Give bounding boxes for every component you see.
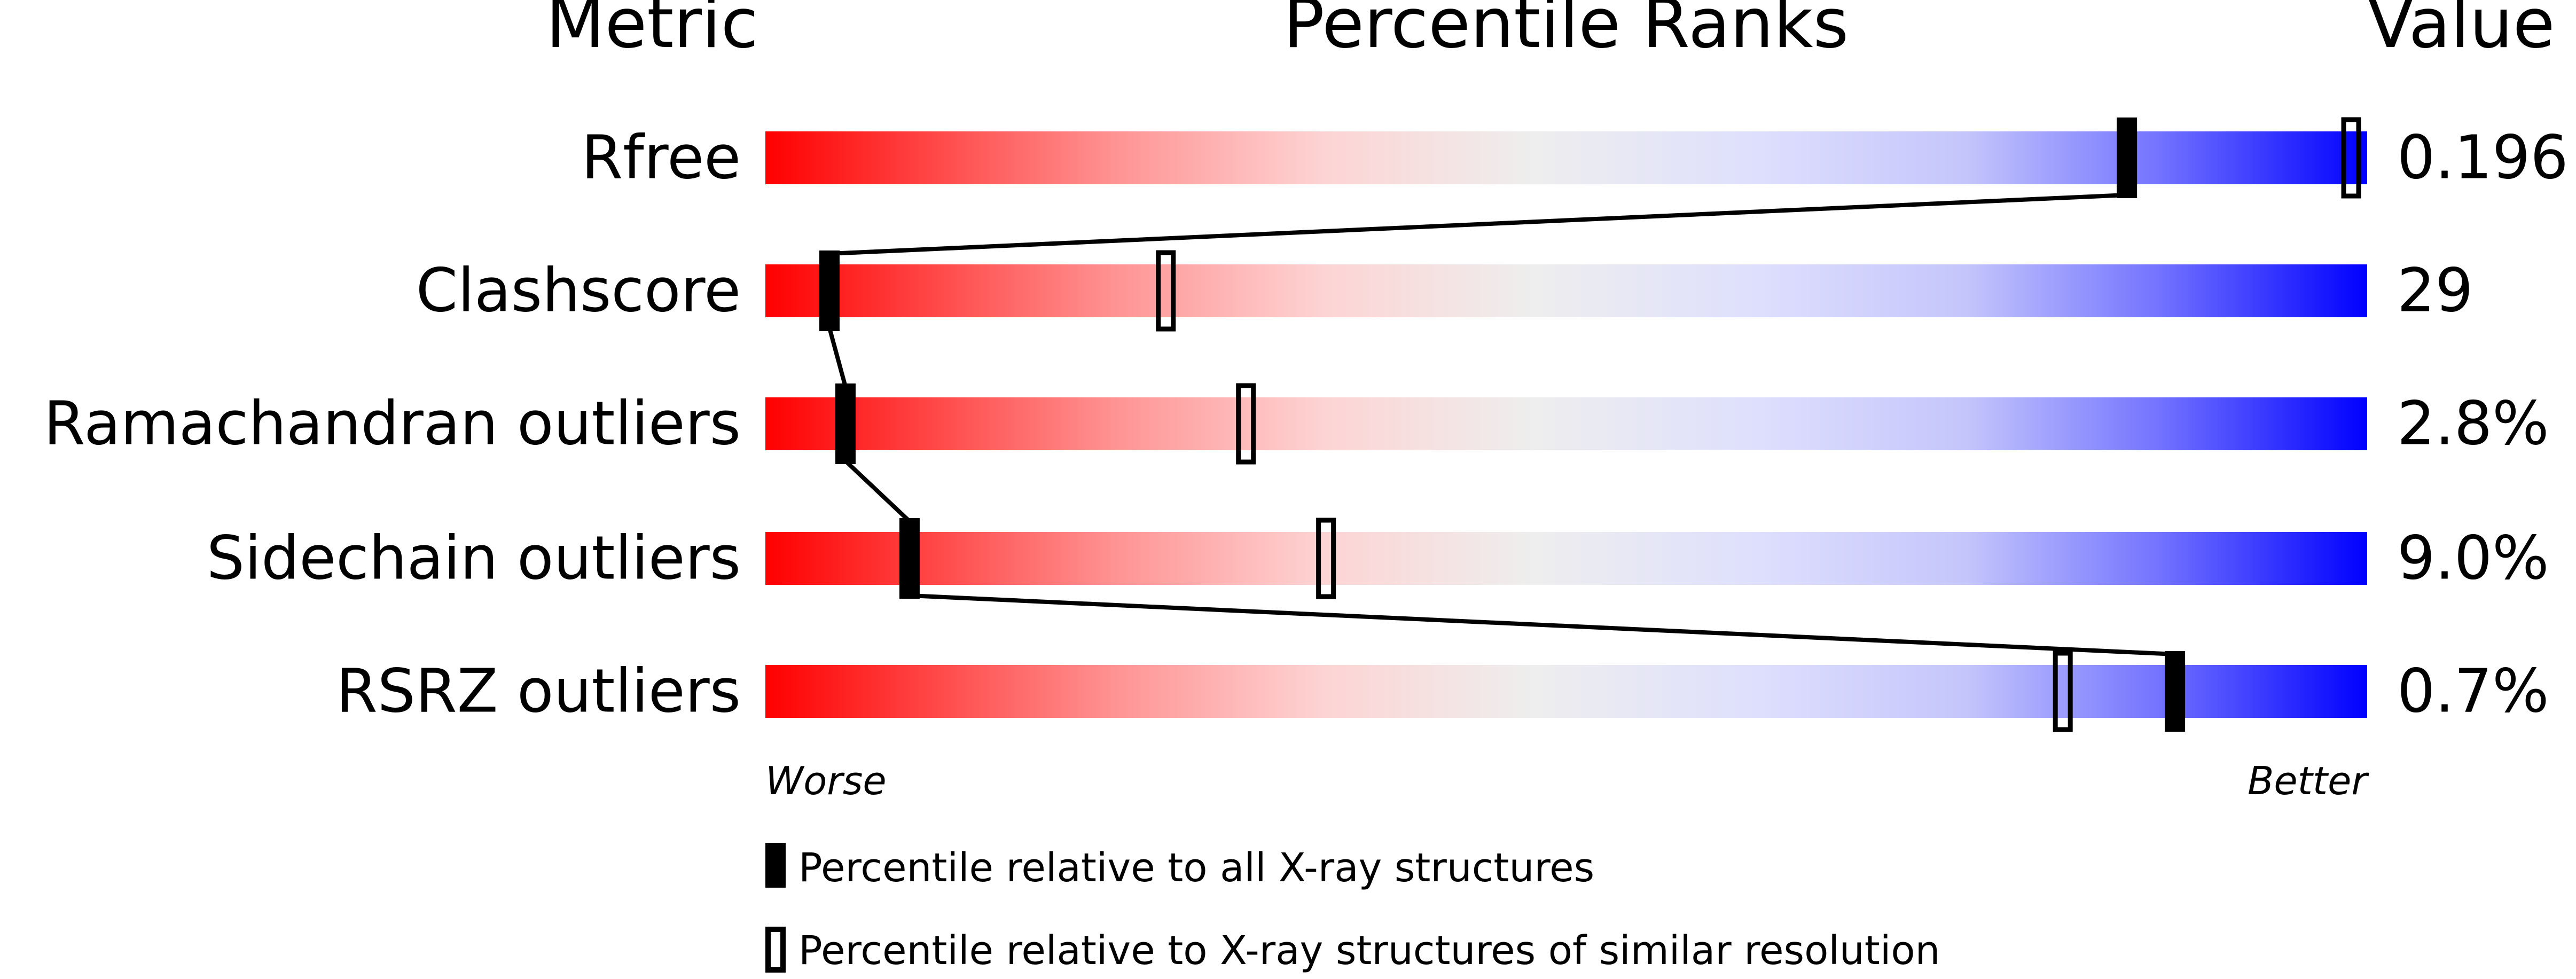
legend-open-label: Percentile relative to X-ray structures … [798,928,1940,974]
header-value: Value [2367,0,2555,64]
legend-filled-marker-icon [765,843,786,888]
worse-label: Worse [765,758,887,803]
connector-line [909,593,2175,656]
similar-resolution-marker [2053,651,2073,732]
metric-value: 2.8% [2397,389,2549,459]
connector-line [827,327,848,388]
all-structures-marker [2165,651,2186,732]
metric-label: Sidechain outliers [207,524,741,593]
percentile-bar [765,397,2367,450]
similar-resolution-marker [1156,250,1176,332]
percentile-bar [765,532,2367,585]
metric-row: Rfree 0.196 [581,117,2569,199]
header-metric: Metric [546,0,758,64]
percentile-bar [765,665,2367,718]
similar-resolution-marker [2341,117,2361,199]
similar-resolution-marker [1236,383,1256,465]
metric-row: Clashscore 29 [416,250,2473,332]
metric-label: Clashscore [416,256,741,326]
percentile-bar [765,264,2367,317]
better-label: Better [2248,758,2369,803]
metric-value: 0.7% [2397,657,2549,726]
all-structures-marker [835,383,856,464]
legend-open-marker-icon [765,927,786,973]
similar-resolution-marker [1316,518,1336,599]
connector-lines [827,193,2175,656]
header-percentile-ranks: Percentile Ranks [1283,0,1849,64]
metric-row: Ramachandran outliers 2.8% [44,383,2549,465]
metric-label: RSRZ outliers [336,657,741,726]
legend-filled-label: Percentile relative to all X-ray structu… [798,845,1594,891]
all-structures-marker [899,518,920,599]
metric-label: Ramachandran outliers [44,389,741,459]
connector-line [844,459,911,523]
connector-line [829,193,2127,256]
metric-value: 0.196 [2397,123,2569,193]
all-structures-marker [819,250,840,331]
metric-value: 29 [2397,256,2473,326]
percentile-bar [765,131,2367,184]
metric-label: Rfree [581,123,741,193]
metric-row: Sidechain outliers 9.0% [207,518,2549,599]
metric-value: 9.0% [2397,524,2549,593]
all-structures-marker [2117,118,2137,198]
metric-row: RSRZ outliers 0.7% [336,651,2549,732]
